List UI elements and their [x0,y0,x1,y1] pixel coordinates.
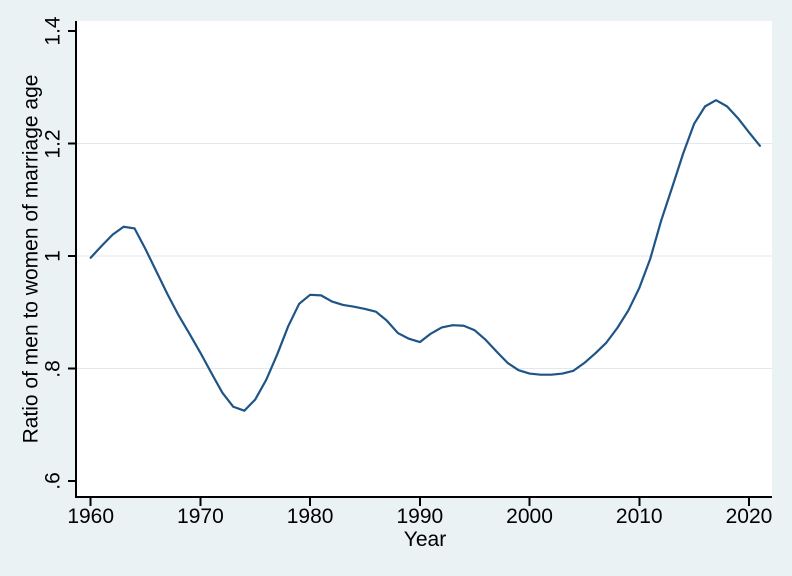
y-tick-label: 1.2 [41,128,65,159]
y-tick-label: 1.4 [41,16,65,46]
x-tick-label: 1990 [396,505,444,528]
y-axis-title: Ratio of men to women of marriage age [19,74,43,444]
ratio-trend-line [89,99,762,412]
y-tick-label: .6 [41,472,65,490]
chart-canvas [68,21,772,506]
x-tick-label: 1980 [286,505,334,528]
plot-area [68,21,772,506]
x-tick-label: 2000 [506,505,553,528]
y-tick-label: .8 [41,359,65,378]
x-axis-title: Year [403,528,447,551]
x-tick-label: 1970 [177,505,224,528]
x-tick-label: 2020 [725,505,773,528]
x-tick-label: 2010 [615,505,663,528]
y-tick-label: 1 [41,250,65,262]
x-tick-label: 1960 [67,505,115,528]
